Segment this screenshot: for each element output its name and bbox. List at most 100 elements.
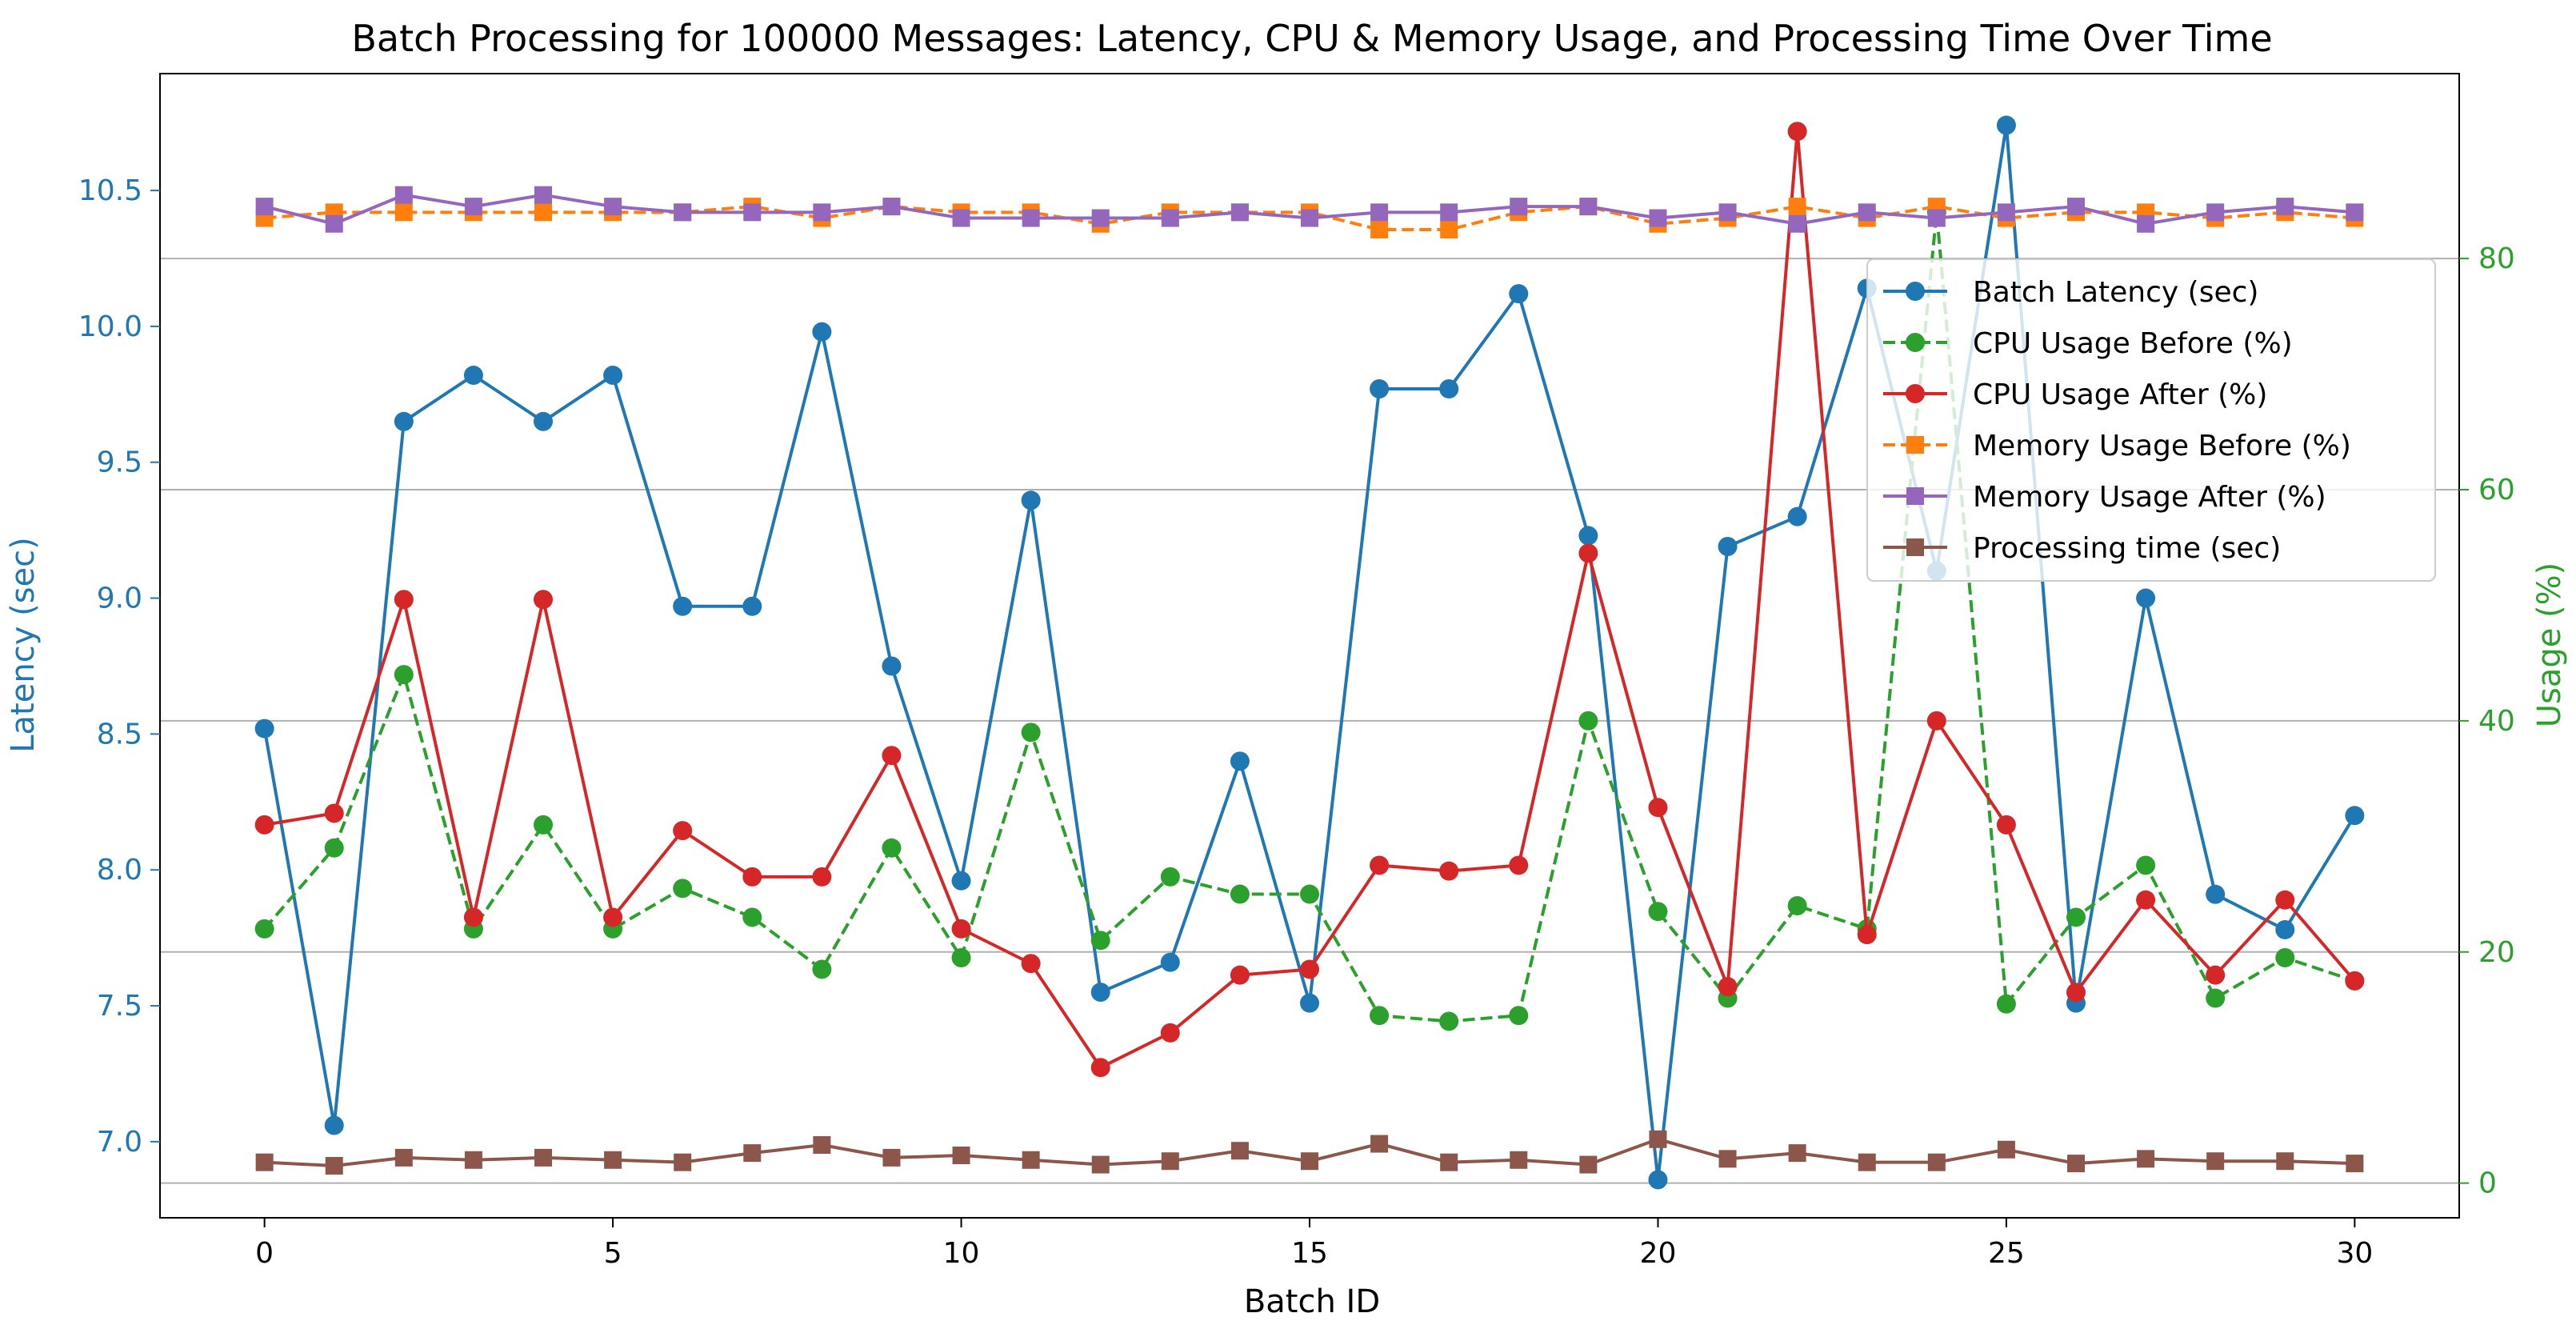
point-cpu-usage-after xyxy=(2206,965,2226,985)
left-y-tick-label: 8.5 xyxy=(97,718,142,751)
point-cpu-usage-after xyxy=(1509,855,1529,875)
point-memory-usage-after xyxy=(743,203,762,222)
point-memory-usage-after xyxy=(534,186,552,204)
point-memory-usage-after xyxy=(674,203,692,222)
point-processing-time-sec xyxy=(1301,1152,1318,1171)
point-memory-usage-after xyxy=(1230,203,1249,222)
point-processing-time-sec xyxy=(1230,1142,1249,1160)
point-processing-time-sec xyxy=(1997,1140,2015,1159)
point-memory-usage-after xyxy=(1997,203,2015,222)
point-cpu-usage-after xyxy=(1300,959,1319,979)
left-y-tick-label: 10.5 xyxy=(78,174,142,207)
series-cpu-usage-before xyxy=(254,202,2365,1031)
point-cpu-usage-before xyxy=(2206,988,2226,1008)
point-processing-time-sec xyxy=(1161,1152,1179,1171)
legend-label-memory-usage-after: Memory Usage After (%) xyxy=(1973,481,2326,514)
point-memory-usage-after xyxy=(1440,203,1458,222)
point-processing-time-sec xyxy=(1510,1151,1528,1169)
point-cpu-usage-after xyxy=(324,803,344,823)
x-tick-label: 10 xyxy=(943,1237,980,1270)
point-memory-usage-before xyxy=(1440,221,1458,238)
point-batch-latency-sec xyxy=(1160,952,1180,972)
point-cpu-usage-after xyxy=(2345,971,2365,991)
right-y-tick-label: 80 xyxy=(2478,242,2515,275)
point-memory-usage-after xyxy=(2346,203,2364,222)
point-batch-latency-sec xyxy=(603,366,623,386)
point-batch-latency-sec xyxy=(534,411,553,431)
point-cpu-usage-after xyxy=(1648,798,1668,818)
legend-marker-memory-usage-before xyxy=(1906,436,1924,454)
series-memory-usage-after xyxy=(255,186,2364,233)
x-tick-label: 5 xyxy=(604,1237,622,1270)
point-memory-usage-after xyxy=(2206,203,2225,222)
point-processing-time-sec xyxy=(1091,1155,1110,1174)
legend-label-cpu-usage-before: CPU Usage Before (%) xyxy=(1973,327,2293,360)
point-cpu-usage-before xyxy=(2136,855,2156,875)
point-processing-time-sec xyxy=(2206,1152,2225,1171)
point-batch-latency-sec xyxy=(1090,983,1110,1003)
point-cpu-usage-after xyxy=(1439,861,1459,881)
point-processing-time-sec xyxy=(255,1153,274,1171)
point-cpu-usage-after xyxy=(1578,543,1598,563)
point-processing-time-sec xyxy=(2346,1155,2364,1173)
point-cpu-usage-before xyxy=(1648,902,1668,922)
point-memory-usage-before xyxy=(1370,221,1389,238)
left-y-axis-label: Latency (sec) xyxy=(5,537,42,752)
point-cpu-usage-before xyxy=(1370,1006,1390,1026)
point-processing-time-sec xyxy=(1440,1153,1458,1171)
point-memory-usage-after xyxy=(1370,203,1389,222)
point-processing-time-sec xyxy=(604,1151,622,1169)
point-cpu-usage-before xyxy=(882,838,902,858)
point-cpu-usage-after xyxy=(254,815,274,835)
right-y-tick-label: 0 xyxy=(2478,1167,2497,1200)
axes: 0 5 10 15 20 25 30 7.0 7.5 8.0 8.5 9.0 9.5 10.0 10.5 0 2… xyxy=(78,174,2515,1270)
point-processing-time-sec xyxy=(464,1151,482,1169)
point-cpu-usage-before xyxy=(1996,994,2016,1014)
point-cpu-usage-after xyxy=(1370,855,1390,875)
point-batch-latency-sec xyxy=(1648,1170,1668,1190)
point-processing-time-sec xyxy=(1858,1153,1876,1171)
point-batch-latency-sec xyxy=(1439,379,1459,399)
point-cpu-usage-after xyxy=(1230,965,1250,985)
point-memory-usage-before xyxy=(394,203,413,222)
point-processing-time-sec xyxy=(1649,1130,1667,1148)
point-cpu-usage-before xyxy=(1509,1006,1529,1026)
point-memory-usage-after xyxy=(1788,214,1806,233)
point-cpu-usage-after xyxy=(673,821,693,841)
left-y-tick-label: 10.0 xyxy=(78,310,142,343)
point-cpu-usage-before xyxy=(394,665,414,685)
point-batch-latency-sec xyxy=(1718,537,1738,557)
point-cpu-usage-before xyxy=(324,838,344,858)
point-memory-usage-after xyxy=(1718,203,1737,222)
legend: Batch Latency (sec) CPU Usage Before (%) C… xyxy=(1866,258,2436,582)
point-cpu-usage-before xyxy=(951,948,971,967)
point-cpu-usage-after xyxy=(534,590,553,610)
point-memory-usage-after xyxy=(1161,209,1179,227)
left-y-tick-label: 9.0 xyxy=(97,582,142,615)
point-memory-usage-after xyxy=(2276,198,2294,216)
point-cpu-usage-before xyxy=(2275,948,2295,967)
point-cpu-usage-after xyxy=(1926,711,1946,731)
point-cpu-usage-after xyxy=(882,746,902,766)
point-processing-time-sec xyxy=(2137,1150,2155,1168)
point-batch-latency-sec xyxy=(673,596,693,616)
point-processing-time-sec xyxy=(534,1148,552,1167)
x-tick-label: 0 xyxy=(255,1237,274,1270)
point-memory-usage-after xyxy=(882,198,901,216)
legend-marker-cpu-usage-after xyxy=(1906,384,1925,403)
chart-title: Batch Processing for 100000 Messages: La… xyxy=(351,17,2272,60)
series-batch-latency-sec xyxy=(254,115,2365,1190)
point-batch-latency-sec xyxy=(394,411,414,431)
point-processing-time-sec xyxy=(743,1144,762,1163)
point-batch-latency-sec xyxy=(324,1115,344,1135)
point-processing-time-sec xyxy=(674,1153,692,1171)
x-tick-label: 25 xyxy=(1988,1237,2025,1270)
point-processing-time-sec xyxy=(882,1148,901,1167)
left-y-tick-label: 7.0 xyxy=(97,1126,142,1159)
point-cpu-usage-before xyxy=(1021,723,1041,743)
x-tick-label: 20 xyxy=(1640,1237,1677,1270)
point-memory-usage-after xyxy=(464,198,482,216)
point-memory-usage-after xyxy=(1301,209,1318,227)
